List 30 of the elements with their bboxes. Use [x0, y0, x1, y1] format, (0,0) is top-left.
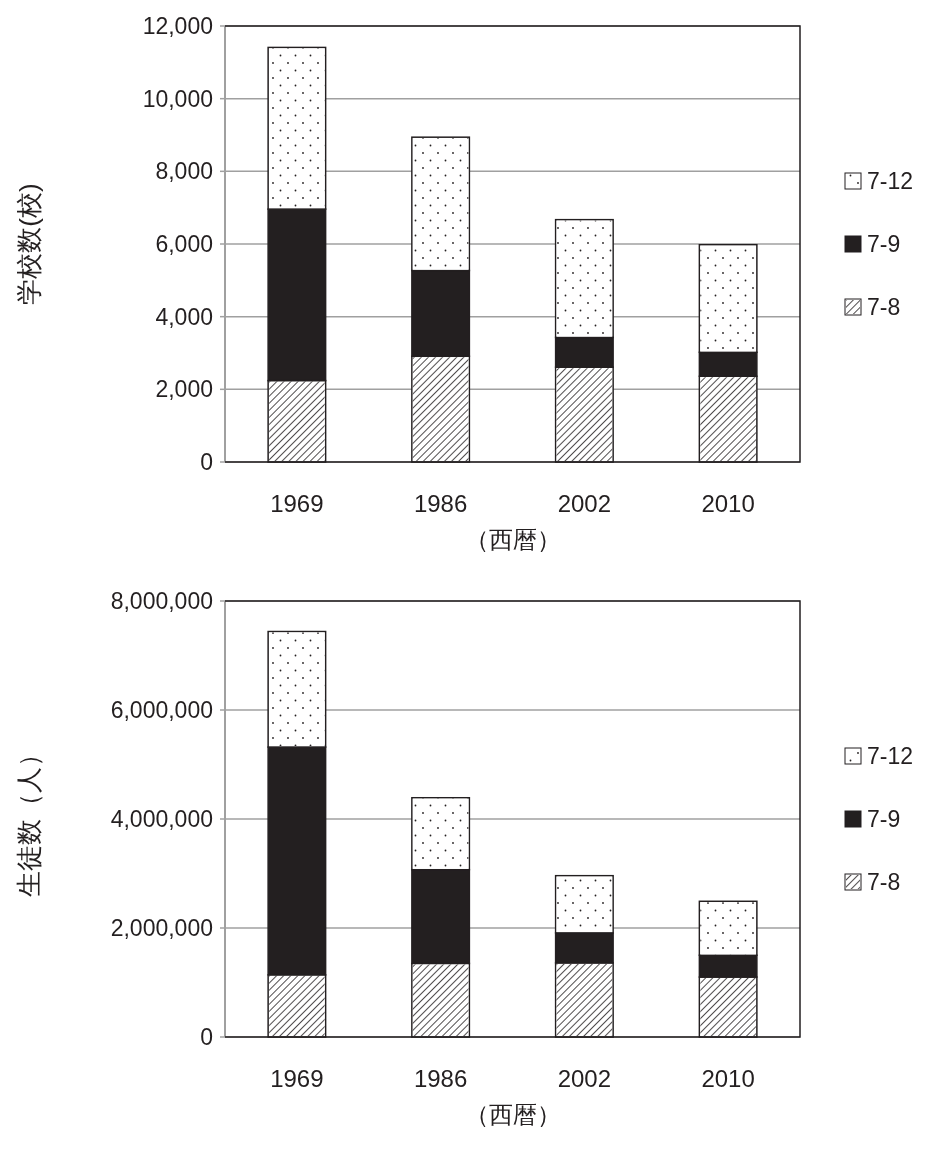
y-tick-label: 12,000 [142, 13, 213, 39]
legend-label: 7-9 [867, 806, 901, 832]
legend-label: 7-12 [867, 743, 914, 769]
x-tick-label: 2002 [557, 490, 612, 517]
y-axis-title: 生徒数（人） [14, 741, 44, 897]
legend-label: 7-8 [867, 294, 901, 320]
y-axis-title: 学校数(校) [14, 183, 44, 305]
x-tick-label: 2010 [701, 1065, 755, 1092]
y-tick-label: 0 [200, 449, 213, 475]
y-tick-label: 8,000,000 [110, 588, 213, 614]
x-tick-label: 1986 [413, 490, 468, 517]
y-tick-label: 8,000 [155, 158, 213, 185]
x-tick-label: 2002 [557, 1065, 612, 1092]
y-tick-label: 6,000 [155, 231, 213, 257]
x-axis-title: （西暦） [464, 1101, 561, 1128]
y-tick-label: 0 [200, 1024, 213, 1050]
y-tick-label: 6,000,000 [110, 697, 213, 723]
y-tick-label: 2,000 [155, 376, 213, 403]
y-tick-label: 4,000,000 [110, 806, 213, 832]
legend-label: 7-9 [867, 231, 901, 257]
y-tick-label: 2,000,000 [110, 915, 213, 941]
x-axis-title: （西暦） [464, 526, 561, 553]
legend-label: 7-12 [867, 168, 914, 194]
x-tick-label: 1969 [270, 1065, 324, 1092]
x-tick-label: 1986 [413, 1065, 468, 1092]
x-tick-label: 2010 [701, 490, 755, 517]
y-tick-label: 4,000 [155, 303, 213, 330]
y-tick-label: 10,000 [142, 85, 213, 112]
x-tick-label: 1969 [270, 490, 324, 517]
legend-label: 7-8 [867, 869, 901, 895]
